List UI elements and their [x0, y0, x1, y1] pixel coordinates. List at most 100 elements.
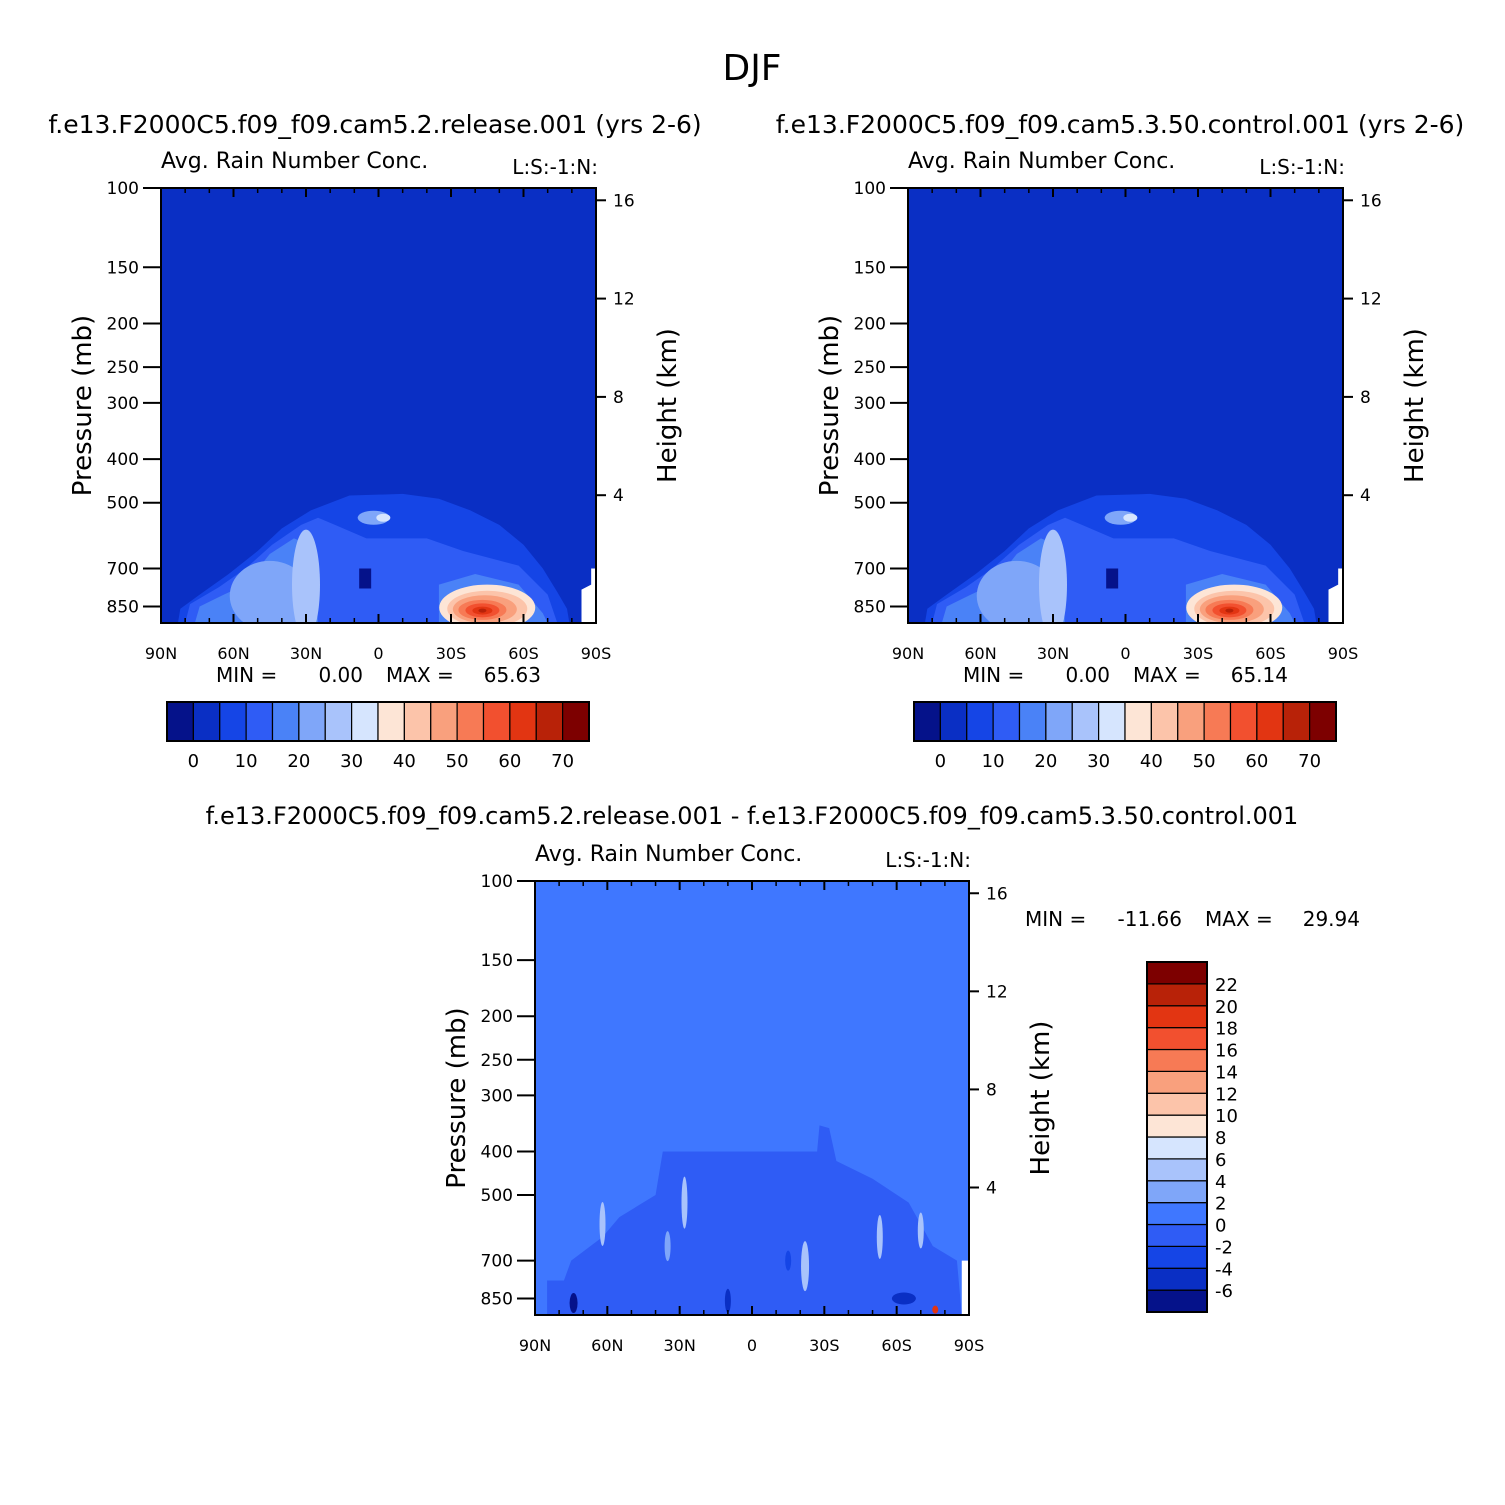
colorbar-swatch — [482, 701, 511, 742]
colorbar-label: 22 — [1215, 975, 1238, 996]
colorbar-swatch — [1071, 701, 1100, 742]
colorbar-label: 0 — [1215, 1216, 1226, 1237]
colorbar-label: 4 — [1215, 1172, 1226, 1193]
y-tick-label: 200 — [481, 1007, 513, 1027]
colorbar-swatch — [324, 701, 353, 742]
contour-pos-streak — [801, 1241, 810, 1292]
colorbar-swatch — [1177, 701, 1205, 742]
contour-neg-streak — [569, 1293, 578, 1314]
min-label: MIN = — [963, 663, 1024, 687]
colorbar-swatch — [1146, 983, 1208, 1007]
colorbar-swatch — [1309, 701, 1337, 742]
colorbar-swatch — [271, 701, 300, 742]
colorbar-swatch — [298, 701, 326, 742]
colorbar-swatch — [166, 701, 194, 742]
x-tick-label: 90N — [519, 1336, 551, 1355]
y-tick-label: 400 — [854, 450, 886, 470]
y-tick-label: 250 — [481, 1051, 513, 1071]
colorbar-swatch — [1018, 701, 1047, 742]
max-label: MAX = — [1133, 663, 1201, 687]
panels-layer: f.e13.F2000C5.f09_f09.cam5.2.release.001… — [48, 110, 1464, 1355]
colorbar-swatch — [192, 701, 221, 742]
panel-subtitle: Avg. Rain Number Conc. — [908, 149, 1175, 174]
missing-data-region — [961, 1260, 969, 1315]
colorbar-swatch — [1146, 1289, 1208, 1313]
plot-field — [908, 188, 1343, 623]
colorbar-swatch — [430, 701, 458, 742]
y-tick-label: 300 — [107, 394, 139, 414]
min-value: 0.00 — [318, 663, 363, 687]
contour-low-core — [1106, 568, 1119, 589]
panel-subtitle: Avg. Rain Number Conc. — [161, 149, 428, 174]
max-label: MAX = — [1205, 907, 1273, 931]
y2-tick-label: 4 — [613, 486, 624, 506]
colorbar-swatch — [535, 701, 564, 742]
colorbar-swatch — [1146, 1136, 1208, 1160]
y-tick-label: 400 — [107, 450, 139, 470]
corner-label: L:S:-1:N: — [885, 848, 971, 872]
colorbar-swatch — [966, 701, 994, 742]
contour-20-25 — [229, 560, 310, 623]
colorbar-label: 10 — [982, 751, 1005, 772]
x-tick-label: 90N — [145, 644, 177, 663]
chart-panel-diff: f.e13.F2000C5.f09_f09.cam5.2.release.001… — [206, 802, 1360, 1355]
y-tick-label: 500 — [107, 494, 139, 514]
y-tick-label: 150 — [481, 951, 513, 971]
y-tick-label: 150 — [107, 258, 139, 278]
x-tick-label: 30N — [664, 1336, 696, 1355]
y-axis-label: Pressure (mb) — [68, 315, 98, 496]
y-tick-label: 250 — [854, 358, 886, 378]
figure-title: DJF — [722, 48, 781, 89]
colorbar-swatch — [1124, 701, 1152, 742]
colorbar-label: 0 — [188, 751, 199, 772]
colorbar-label: 30 — [340, 751, 363, 772]
contour-pos-streak — [599, 1201, 606, 1246]
colorbar-swatch — [245, 701, 274, 742]
x-tick-label: 60N — [591, 1336, 623, 1355]
colorbar-swatch — [1203, 701, 1232, 742]
y-tick-label: 850 — [481, 1290, 513, 1310]
colorbar-label: -2 — [1215, 1237, 1233, 1258]
colorbar-swatch — [219, 701, 247, 742]
y2-tick-label: 4 — [1360, 486, 1371, 506]
contour-65-70 — [1225, 608, 1234, 613]
colorbar-swatch — [939, 701, 968, 742]
plot-field — [161, 188, 596, 623]
y-tick-label: 100 — [107, 179, 139, 199]
y-tick-label: 700 — [854, 560, 886, 580]
y2-tick-label: 8 — [986, 1080, 997, 1100]
colorbar-label: 20 — [287, 751, 310, 772]
min-value: 0.00 — [1065, 663, 1110, 687]
colorbar: 0 10 20 30 40 50 60 70 — [166, 701, 590, 772]
colorbar-label: -4 — [1215, 1259, 1233, 1280]
colorbar-label: 70 — [1298, 751, 1321, 772]
max-value: 29.94 — [1303, 907, 1360, 931]
y-tick-label: 500 — [481, 1186, 513, 1206]
colorbar-swatch — [1150, 701, 1179, 742]
y2-axis-label: Height (km) — [653, 328, 683, 483]
colorbar-label: 0 — [935, 751, 946, 772]
contour-25-30 — [292, 529, 320, 623]
y2-axis-label: Height (km) — [1026, 1021, 1056, 1176]
y2-tick-label: 12 — [613, 290, 635, 310]
max-value: 65.14 — [1231, 663, 1288, 687]
contour-65-70 — [478, 608, 487, 613]
y-tick-label: 200 — [107, 315, 139, 335]
colorbar-label: 20 — [1034, 751, 1057, 772]
colorbar-swatch — [1098, 701, 1126, 742]
colorbar-swatch — [1146, 1223, 1208, 1247]
colorbar-label: 40 — [393, 751, 416, 772]
y-tick-label: 100 — [854, 179, 886, 199]
colorbar-label: 20 — [1215, 997, 1238, 1018]
y2-tick-label: 16 — [986, 884, 1008, 904]
colorbar-swatch — [992, 701, 1021, 742]
y-tick-label: 200 — [854, 315, 886, 335]
chart-panel-left: f.e13.F2000C5.f09_f09.cam5.2.release.001… — [48, 110, 701, 772]
x-tick-label: 90S — [1328, 644, 1359, 663]
x-tick-label: 30S — [1183, 644, 1214, 663]
colorbar-swatch — [1146, 1005, 1208, 1029]
colorbar-swatch — [403, 701, 432, 742]
colorbar-frame — [913, 701, 1337, 742]
